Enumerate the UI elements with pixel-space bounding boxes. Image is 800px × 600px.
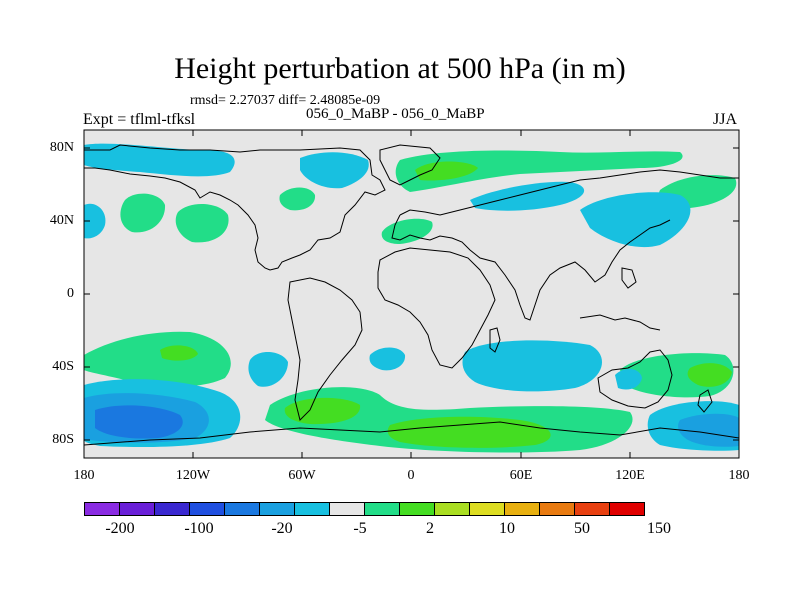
colorbar-swatch — [469, 502, 505, 516]
contour-indian-cyan — [462, 340, 602, 392]
lon-tick-60w: 60W — [288, 468, 316, 483]
colorbar-label: 150 — [647, 520, 671, 537]
colorbar-swatch — [154, 502, 190, 516]
lon-tick-120e: 120E — [615, 468, 645, 483]
coast-eurasia — [391, 169, 739, 321]
experiment-label: Expt = tflml-tfksl — [83, 111, 196, 128]
colorbar — [84, 502, 645, 516]
coast-north-america — [84, 144, 386, 271]
coast-greenland — [379, 144, 441, 186]
coast-australia — [597, 349, 673, 409]
contour-south-cyan-2 — [369, 347, 406, 371]
coast-south-america — [287, 277, 363, 421]
lon-tick-60e: 60E — [509, 468, 533, 483]
colorbar-swatch — [119, 502, 155, 516]
contour-west-cyan-edge — [84, 203, 106, 239]
colorbar-swatch — [329, 502, 365, 516]
coast-antarctica — [84, 421, 739, 446]
rmsd-diff-stats: rmsd= 2.27037 diff= 2.48085e-09 — [190, 93, 381, 108]
contour-green-3 — [279, 187, 316, 211]
contour-west-green-1 — [120, 193, 166, 233]
coast-japan — [621, 267, 637, 289]
colorbar-swatch — [574, 502, 610, 516]
colorbar-swatch — [399, 502, 435, 516]
colorbar-swatch — [294, 502, 330, 516]
contour-southwest-deepblue — [95, 405, 183, 439]
coastlines — [84, 144, 739, 446]
contour-north-cyan-2 — [300, 152, 369, 189]
colorbar-label: -20 — [271, 520, 293, 537]
season-label: JJA — [713, 111, 738, 128]
coast-africa — [377, 247, 496, 369]
colorbar-swatch — [84, 502, 120, 516]
lat-tick-40s: 40S — [52, 359, 74, 374]
colorbar-label: 50 — [574, 520, 590, 537]
lat-tick-80n: 80N — [49, 140, 74, 155]
colorbar-label: 2 — [426, 520, 434, 537]
contour-south-lime-1 — [284, 397, 361, 425]
experiment-subtitle: 056_0_MaBP - 056_0_MaBP — [306, 106, 485, 122]
lon-tick-120w: 120W — [175, 468, 211, 483]
coast-madagascar — [489, 327, 501, 353]
colorbar-swatch — [189, 502, 225, 516]
coast-new-zealand — [697, 389, 713, 413]
axis-ticks — [83, 130, 740, 458]
contour-pacific-cyan-s — [615, 368, 642, 390]
colorbar-label: 10 — [499, 520, 515, 537]
colorbar-swatch — [539, 502, 575, 516]
contour-arctic-green — [395, 150, 683, 192]
colorbar-swatch — [259, 502, 295, 516]
contour-west-green-2 — [175, 204, 229, 243]
coast-indonesia — [579, 314, 661, 331]
contour-pacific-lime-s — [687, 363, 732, 387]
plot-title: Height perturbation at 500 hPa (in m) — [174, 52, 626, 85]
colorbar-label: -5 — [353, 520, 367, 537]
colorbar-swatch — [504, 502, 540, 516]
contour-arctic-lime — [415, 161, 478, 181]
lon-tick-180e: 180 — [728, 468, 750, 483]
contour-south-lime — [160, 345, 198, 361]
lon-tick-0: 0 — [407, 468, 415, 483]
height-contours — [84, 143, 739, 453]
contour-eurasia-cyan — [580, 192, 691, 248]
colorbar-swatch — [434, 502, 470, 516]
colorbar-swatch — [224, 502, 260, 516]
colorbar-swatch — [364, 502, 400, 516]
colorbar-label: -100 — [184, 520, 214, 537]
contour-south-lime-2 — [387, 416, 551, 448]
contour-asia-cyan — [470, 181, 585, 211]
lat-tick-80s: 80S — [52, 432, 74, 447]
lat-tick-40n: 40N — [49, 213, 74, 228]
lat-tick-0: 0 — [67, 286, 74, 301]
contour-south-cyan-1 — [248, 351, 288, 387]
contour-southeast-blue — [678, 413, 739, 447]
colorbar-swatch — [609, 502, 645, 516]
contour-north-cyan — [84, 143, 235, 177]
contour-south-green-band — [84, 331, 231, 387]
lon-tick-180w: 180 — [73, 468, 95, 483]
colorbar-label: -200 — [105, 520, 135, 537]
